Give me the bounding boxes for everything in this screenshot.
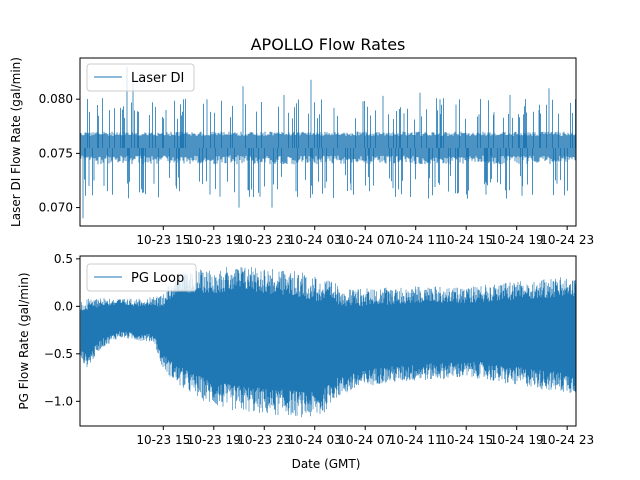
- x-tick-label: 10-24 23: [540, 433, 594, 447]
- x-tick-label: 10-24 23: [540, 233, 594, 247]
- pg-axes-frame: [79, 255, 577, 427]
- x-tick-label: 10-23 19: [187, 433, 241, 447]
- y-tick-label: −0.5: [44, 347, 73, 361]
- laser-y-axis-label: Laser DI Flow Rate (gal/min): [9, 57, 23, 227]
- x-tick-label: 10-24 19: [490, 233, 544, 247]
- x-tick-label: 10-24 19: [490, 433, 544, 447]
- x-tick-label: 10-24 07: [338, 233, 392, 247]
- x-tick-label: 10-23 23: [237, 433, 291, 447]
- x-tick-label: 10-24 03: [288, 433, 342, 447]
- y-tick-label: −1.0: [44, 394, 73, 408]
- y-tick-label: 0.070: [39, 201, 73, 215]
- x-tick-label: 10-23 19: [187, 233, 241, 247]
- laser-legend-box: [86, 63, 195, 92]
- y-tick-label: 0.0: [54, 299, 73, 313]
- laser-y-axis: 0.070 0.075 0.080: [39, 92, 80, 215]
- x-tick-label: 10-24 15: [439, 233, 493, 247]
- laser-axes-frame: [79, 57, 577, 227]
- x-tick-label: 10-23 15: [136, 233, 190, 247]
- laser-legend-label: Laser DI: [131, 71, 184, 86]
- x-tick-label: 10-24 03: [288, 233, 342, 247]
- laser-di-line: [80, 66, 576, 219]
- x-tick-label: 10-24 07: [338, 433, 392, 447]
- laser-series: [80, 66, 576, 219]
- y-tick-label: 0.080: [39, 92, 73, 106]
- y-tick-label: 0.075: [39, 146, 73, 160]
- chart-title: APOLLO Flow Rates: [251, 35, 406, 54]
- x-tick-label: 10-24 11: [389, 433, 443, 447]
- x-axis-label: Date (GMT): [292, 457, 361, 471]
- pg-legend-box: [86, 263, 197, 292]
- pg-legend-label: PG Loop: [131, 271, 184, 286]
- x-tick-label: 10-23 15: [136, 433, 190, 447]
- x-tick-label: 10-23 23: [237, 233, 291, 247]
- pg-loop-line: [80, 267, 576, 418]
- y-tick-label: 0.5: [54, 252, 73, 266]
- pg-series: [80, 267, 576, 418]
- pg-y-axis: −1.0 −0.5 0.0 0.5: [44, 252, 80, 408]
- pg-legend: PG Loop: [86, 263, 197, 292]
- pg-y-axis-label: PG Flow Rate (gal/min): [17, 272, 31, 409]
- laser-legend: Laser DI: [86, 63, 195, 92]
- x-tick-label: 10-24 11: [389, 233, 443, 247]
- x-tick-label: 10-24 15: [439, 433, 493, 447]
